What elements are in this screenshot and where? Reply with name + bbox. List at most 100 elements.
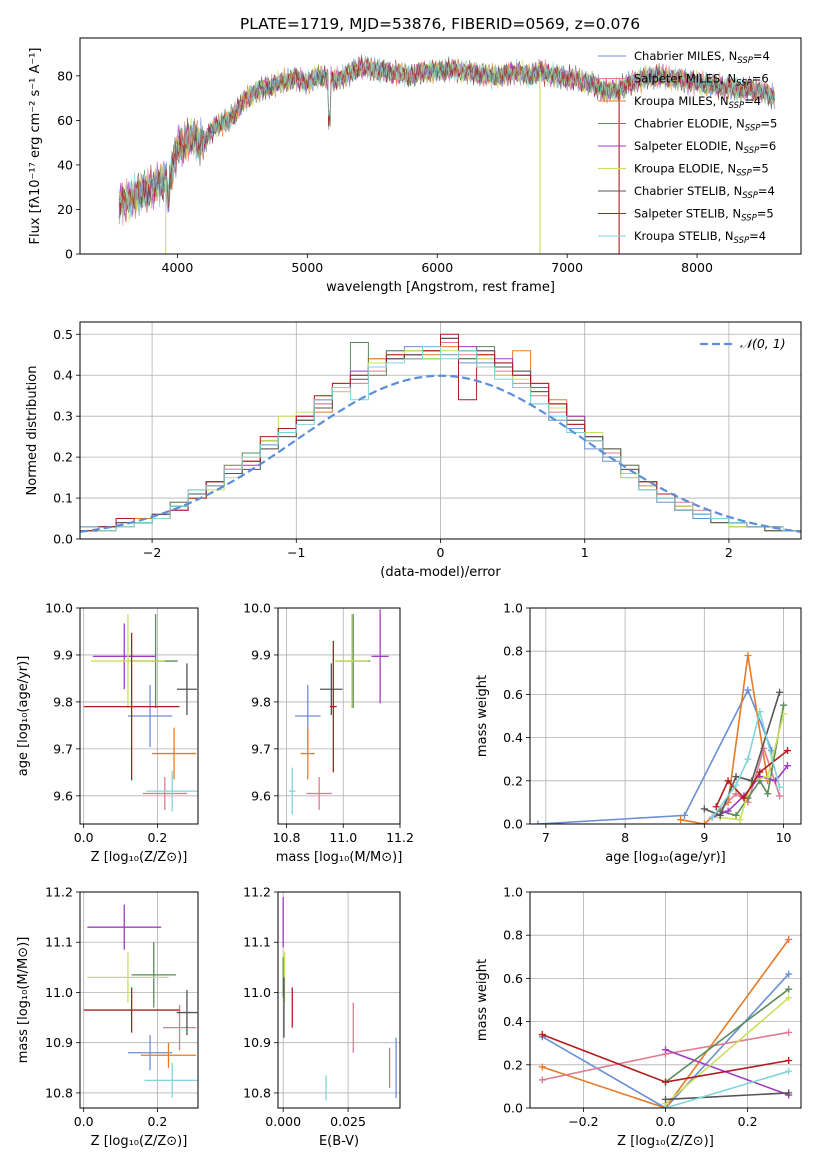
weight-marker bbox=[756, 768, 764, 776]
legend-label: Chabrier ELODIE, NSSP=5 bbox=[634, 117, 777, 134]
x-tick-label: −1 bbox=[287, 545, 305, 560]
weight-line bbox=[541, 973, 790, 1108]
axes-frame bbox=[79, 891, 199, 1109]
panel-z-mass: 0.0 0.2 10.8 10.9 11.0 11.1 11.2 Z [log₁₀(Z/Z⊙)… bbox=[16, 885, 199, 1149]
x-tick-label: 0.0 bbox=[74, 1114, 94, 1129]
weight-marker bbox=[784, 747, 792, 755]
y-axis-label: age [log₁₀(age/yr)] bbox=[16, 656, 31, 777]
weight-marker bbox=[700, 805, 708, 813]
y-axis-label: Normed distribution bbox=[25, 366, 40, 496]
x-tick-label: 9 bbox=[700, 830, 708, 845]
y-tick-label: 1.0 bbox=[503, 885, 523, 900]
x-tick-label: 10 bbox=[776, 830, 792, 845]
weight-marker bbox=[732, 811, 740, 819]
plot-area bbox=[118, 54, 775, 254]
weight-marker bbox=[784, 762, 792, 770]
weight-marker bbox=[776, 688, 784, 696]
axes-frame bbox=[79, 37, 802, 255]
y-tick-label: 0.4 bbox=[53, 368, 73, 383]
panel-age-weight: 7 8 9 10 0.0 0.2 0.4 0.6 0.8 1.0 age [log₁₀(age/yr… bbox=[475, 601, 802, 865]
y-tick-label: 0.4 bbox=[503, 730, 523, 745]
y-tick-label: 9.9 bbox=[53, 647, 73, 662]
weight-marker bbox=[662, 1078, 669, 1086]
y-tick-label: 0 bbox=[65, 247, 73, 262]
histogram-step bbox=[80, 346, 801, 532]
x-tick-label: 0.2 bbox=[147, 830, 167, 845]
y-tick-label: 0.1 bbox=[53, 491, 73, 506]
weight-marker bbox=[662, 1104, 669, 1108]
legend-label: 𝒩(0, 1) bbox=[740, 336, 786, 351]
x-tick-label: 0.025 bbox=[330, 1114, 366, 1129]
weight-marker bbox=[756, 708, 764, 716]
weight-marker bbox=[764, 772, 772, 780]
panel-z-weight: −0.2 0.0 0.2 0.0 0.2 0.4 0.6 0.8 1.0 Z [log₁₀(Z/Z… bbox=[475, 885, 802, 1149]
panel-ebv-mass: 0.000 0.025 10.8 10.9 11.0 11.1 11.2 E(B-V) bbox=[243, 885, 401, 1149]
weight-marker bbox=[780, 710, 788, 718]
weight-line bbox=[665, 1092, 789, 1101]
weight-marker bbox=[785, 985, 793, 993]
x-tick-label: 1 bbox=[581, 545, 589, 560]
axes-frame bbox=[79, 607, 199, 825]
y-tick-label: 10.0 bbox=[45, 601, 73, 616]
weight-marker bbox=[732, 772, 740, 780]
panel-mass-age: 10.8 11.0 11.2 9.6 9.7 9.8 9.9 10.0 mass [log₁₀(… bbox=[243, 601, 414, 866]
weight-marker bbox=[744, 686, 752, 694]
plot-area bbox=[282, 897, 397, 1101]
y-tick-label: 11.2 bbox=[243, 885, 271, 900]
panel-z-age: 0.0 0.2 9.6 9.7 9.8 9.9 10.0 Z [log₁₀(Z/Z⊙)] age… bbox=[16, 601, 199, 865]
x-axis-label: age [log₁₀(age/yr)] bbox=[605, 850, 726, 865]
plot-area bbox=[288, 609, 389, 815]
x-tick-label: 0 bbox=[437, 545, 445, 560]
plot-area bbox=[83, 614, 198, 812]
weight-marker bbox=[538, 1076, 546, 1084]
x-tick-label: 8 bbox=[621, 830, 629, 845]
y-tick-label: 10.9 bbox=[45, 1035, 73, 1050]
x-axis-label: Z [log₁₀(Z/Z⊙)] bbox=[91, 850, 188, 865]
x-tick-label: 6000 bbox=[421, 260, 453, 275]
y-tick-label: 0.8 bbox=[503, 928, 523, 943]
y-tick-label: 10.9 bbox=[243, 1035, 271, 1050]
y-tick-label: 10.8 bbox=[45, 1085, 73, 1100]
weight-marker bbox=[732, 790, 740, 798]
weight-marker bbox=[776, 783, 784, 791]
y-tick-label: 10.8 bbox=[243, 1085, 271, 1100]
y-tick-label: 10.0 bbox=[243, 601, 271, 616]
weight-marker bbox=[764, 790, 772, 798]
y-tick-label: 0.0 bbox=[503, 1101, 523, 1116]
y-tick-label: 0.3 bbox=[53, 409, 73, 424]
x-tick-label: 0.0 bbox=[74, 830, 94, 845]
weight-marker bbox=[744, 755, 752, 763]
weight-marker bbox=[538, 1031, 546, 1039]
weight-line bbox=[542, 939, 790, 1108]
y-tick-label: 9.7 bbox=[53, 741, 73, 756]
weight-marker bbox=[785, 1028, 793, 1036]
weight-marker bbox=[708, 814, 716, 822]
weight-marker bbox=[785, 1067, 793, 1075]
plot-area bbox=[534, 652, 792, 824]
legend-label: Kroupa MILES, NSSP=4 bbox=[634, 94, 761, 111]
weight-marker bbox=[785, 970, 793, 978]
y-tick-label: 9.8 bbox=[53, 694, 73, 709]
y-tick-label: 40 bbox=[57, 157, 73, 172]
axes-frame bbox=[277, 891, 401, 1109]
weight-marker bbox=[681, 811, 689, 819]
y-tick-label: 11.0 bbox=[45, 985, 73, 1000]
weight-line bbox=[665, 1070, 789, 1108]
weight-line bbox=[665, 1048, 789, 1096]
y-tick-label: 9.9 bbox=[251, 647, 271, 662]
y-tick-label: 9.8 bbox=[251, 694, 271, 709]
y-tick-label: 11.0 bbox=[243, 985, 271, 1000]
weight-marker bbox=[776, 792, 784, 800]
weight-marker bbox=[736, 816, 744, 824]
x-tick-label: 0.2 bbox=[738, 1114, 758, 1129]
x-tick-label: 4000 bbox=[162, 260, 194, 275]
x-tick-label: 5000 bbox=[291, 260, 323, 275]
x-axis-label: (data-model)/error bbox=[380, 565, 501, 580]
weight-marker bbox=[724, 807, 732, 815]
panel-spectrum: 4000 5000 6000 7000 8000 0 20 40 60 80 wavelength … bbox=[28, 37, 802, 295]
y-tick-label: 0.2 bbox=[503, 773, 523, 788]
y-tick-label: 0.5 bbox=[53, 327, 73, 342]
weight-marker bbox=[724, 777, 732, 785]
y-axis-label: Flux [fλ10⁻¹⁷ erg cm⁻² s⁻¹ A⁻¹] bbox=[28, 48, 43, 245]
spectrum-line bbox=[118, 57, 775, 222]
